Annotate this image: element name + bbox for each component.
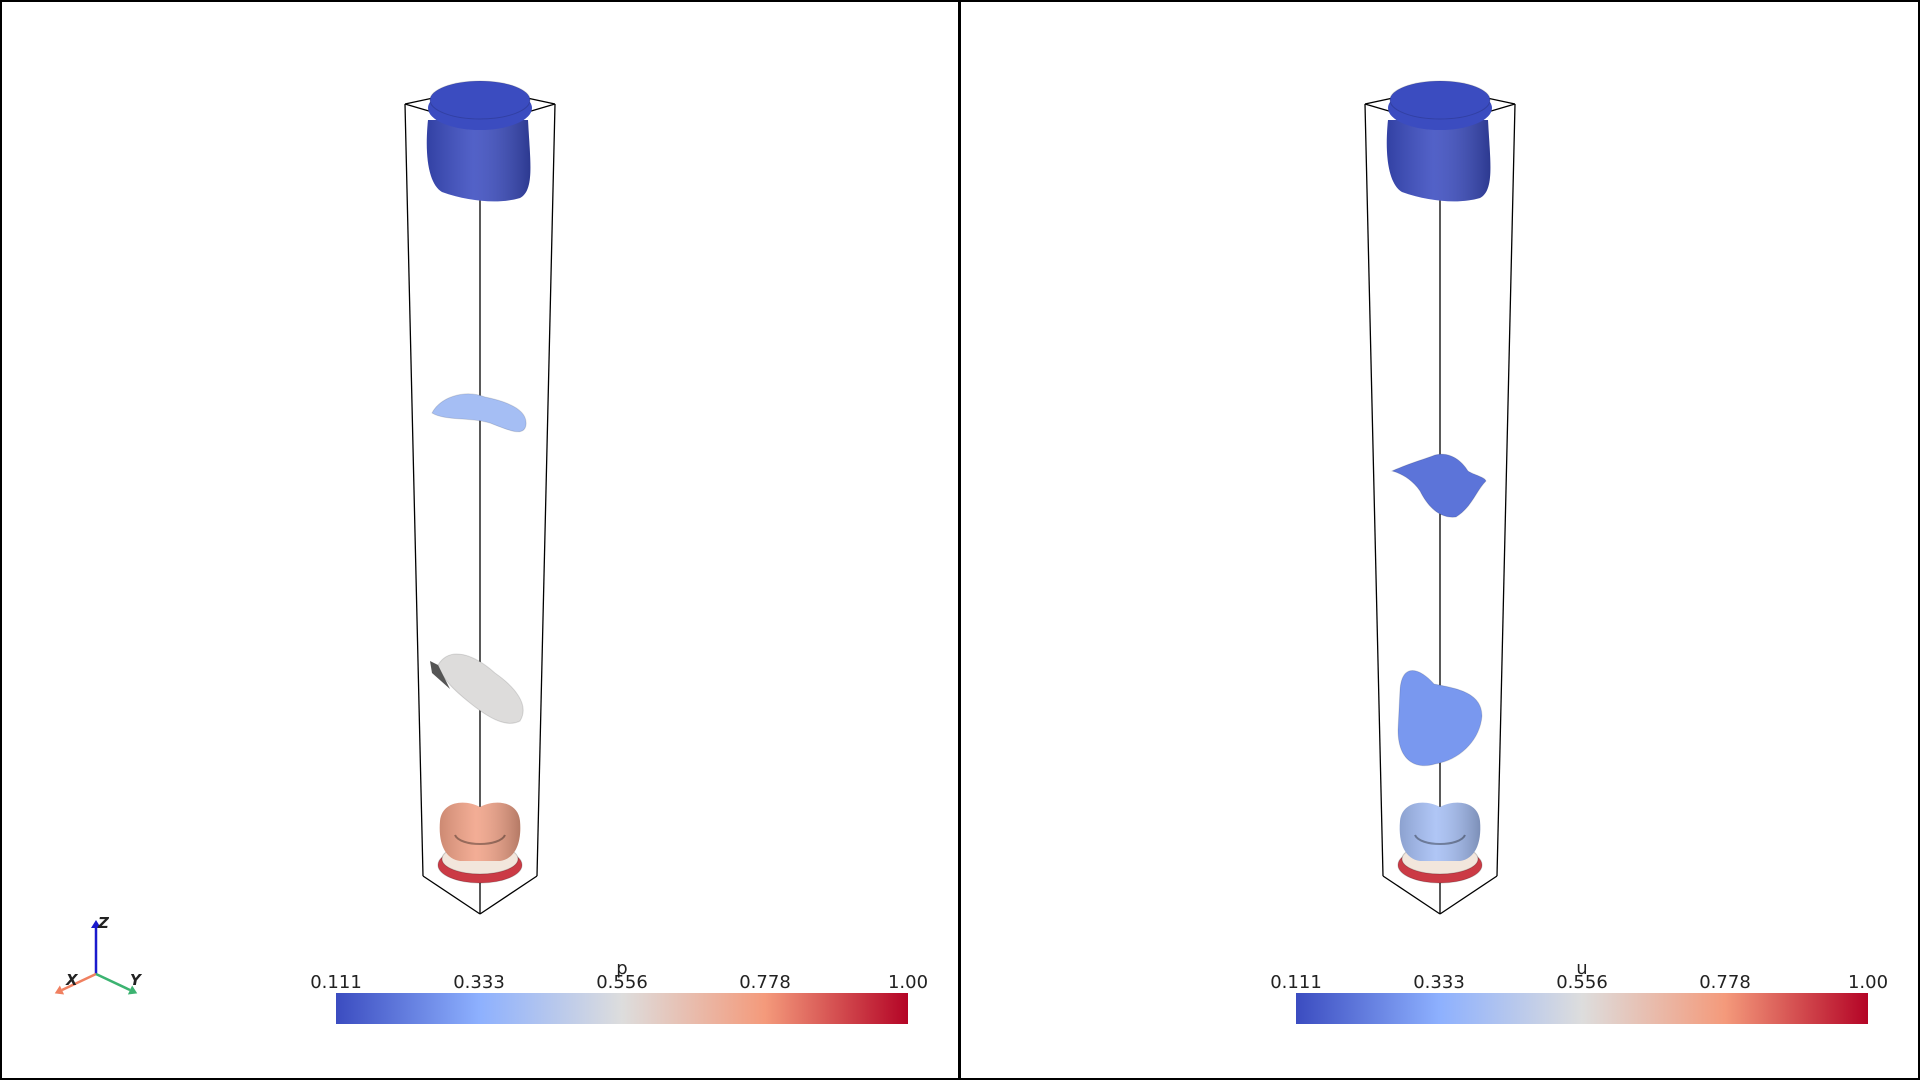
left-colorbar-tick-label: 0.778 (739, 972, 791, 993)
y-axis-arrow-label: Y (130, 971, 143, 989)
right-colorbar-gradient (1296, 993, 1868, 1024)
left-isosurface-top (426, 80, 532, 202)
right-colorbar: u 0.111 0.333 0.556 0.778 1.00 (1270, 958, 1888, 1024)
right-colorbar-tick-label: 0.556 (1556, 972, 1608, 993)
right-isosurface-upper-mid (1390, 453, 1487, 518)
left-isosurface-upper-mid (431, 393, 527, 433)
z-axis-arrow: Z (91, 914, 110, 974)
left-colorbar-tick-label: 1.00 (888, 972, 928, 993)
right-colorbar-title: u (1576, 958, 1587, 979)
left-colorbar: p 0.111 0.333 0.556 0.778 1.00 (310, 958, 928, 1024)
right-isosurface-top (1386, 80, 1492, 202)
orientation-axes: Z X Y (54, 914, 143, 995)
left-colorbar-gradient (336, 993, 908, 1024)
left-isosurface-lower-mid (430, 653, 524, 724)
left-colorbar-title: p (616, 958, 627, 979)
right-isosurface-bottom (1397, 802, 1483, 884)
right-bounding-box (1364, 87, 1516, 915)
right-colorbar-tick-label: 0.333 (1413, 972, 1465, 993)
left-colorbar-tick-label: 0.111 (310, 972, 362, 993)
z-axis-arrow-label: Z (97, 914, 110, 932)
x-axis-arrow: X (54, 971, 97, 995)
left-isosurface-bottom (437, 802, 523, 884)
y-axis-arrow: Y (95, 971, 143, 995)
right-colorbar-tick-label: 0.778 (1699, 972, 1751, 993)
right-colorbar-tick-label: 1.00 (1848, 972, 1888, 993)
left-colorbar-tick-label: 0.556 (596, 972, 648, 993)
left-colorbar-tick-label: 0.333 (453, 972, 505, 993)
right-colorbar-tick-label: 0.111 (1270, 972, 1322, 993)
right-isosurface-lower-mid (1397, 670, 1483, 767)
x-axis-arrow-label: X (65, 971, 79, 989)
